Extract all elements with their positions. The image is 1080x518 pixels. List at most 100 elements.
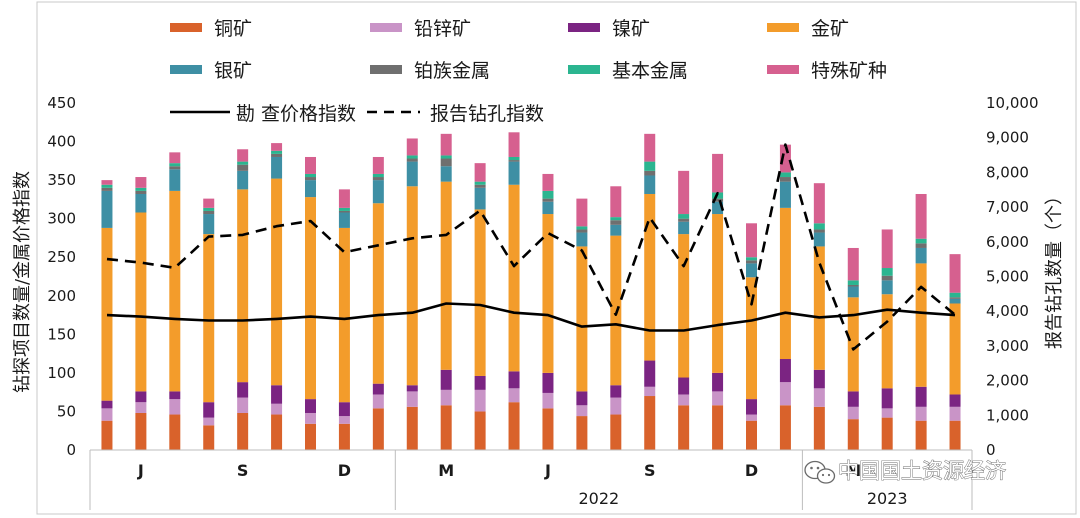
bar-segment-3-14 — [576, 246, 588, 392]
legend-label-6: 基本金属 — [612, 60, 688, 82]
bar-segment-2-23 — [881, 388, 893, 409]
y-right-tick-5: 5,000 — [986, 268, 1029, 286]
bar-segment-3-20 — [779, 207, 791, 360]
bar-segment-4-22 — [847, 286, 859, 298]
bar-segment-1-8 — [372, 394, 384, 409]
y-left-tick-0: 0 — [66, 441, 76, 459]
bar-segment-3-17 — [678, 234, 690, 378]
bar-segment-7-23 — [881, 229, 893, 269]
bar-segment-6-14 — [576, 226, 588, 230]
bar-segment-6-7 — [338, 207, 350, 211]
bar-segment-6-15 — [610, 217, 622, 221]
y-left-tick-3: 150 — [47, 325, 76, 343]
bar-segment-7-15 — [610, 186, 622, 218]
y-left-tick-8: 400 — [47, 133, 76, 151]
bar-segment-3-21 — [813, 246, 825, 370]
bar-segment-5-19 — [746, 260, 757, 264]
bar-segment-3-23 — [881, 294, 893, 389]
bar-segment-3-10 — [440, 181, 452, 370]
legend-label-7: 特殊矿种 — [811, 60, 887, 82]
bar-segment-3-7 — [338, 227, 350, 403]
y-left-axis-title: 钻探项目数量/金属价格指数 — [12, 171, 33, 393]
bar-segment-4-12 — [508, 161, 520, 185]
bar-segment-1-24 — [915, 406, 927, 421]
bar-segment-5-4 — [237, 164, 249, 171]
bar-segment-3-16 — [644, 193, 656, 361]
bar-segment-6-16 — [644, 161, 656, 171]
y-right-axis-title: 报告钻孔数量（个） — [1044, 187, 1065, 349]
bar-segment-1-20 — [779, 382, 791, 406]
bar-segment-7-12 — [508, 132, 520, 157]
legend-swatch-1 — [370, 23, 402, 32]
month-label-2: D — [338, 461, 351, 480]
y-right-tick-7: 7,000 — [986, 198, 1029, 216]
bar-segment-4-20 — [779, 181, 791, 208]
legend-label-1: 铅锌矿 — [414, 18, 471, 40]
bar-segment-0-23 — [881, 417, 893, 450]
legend-swatch-6 — [568, 65, 600, 74]
bar-segment-5-11 — [474, 184, 486, 188]
y-left-tick-9: 450 — [47, 94, 76, 112]
bar-segment-5-7 — [338, 210, 350, 213]
bar-segment-6-12 — [508, 156, 520, 161]
bar-segment-4-2 — [169, 169, 181, 191]
bar-segment-0-15 — [610, 414, 622, 450]
bar-segment-7-11 — [474, 163, 486, 182]
bar-segment-3-11 — [474, 209, 486, 376]
bar-segment-4-11 — [474, 187, 486, 210]
bar-segment-1-18 — [712, 391, 724, 406]
bar-segment-2-20 — [779, 359, 791, 383]
bar-segment-5-25 — [949, 297, 961, 299]
bar-segment-5-18 — [712, 198, 724, 202]
y-right-tick-0: 0 — [986, 441, 996, 459]
bar-segment-6-6 — [305, 173, 316, 178]
bar-segment-1-9 — [406, 391, 418, 407]
month-label-4: J — [544, 461, 551, 480]
bar-segment-2-22 — [847, 391, 859, 407]
bar-segment-4-23 — [881, 280, 893, 295]
legend-swatch-3 — [767, 23, 799, 32]
legend-label-3: 金矿 — [811, 18, 849, 40]
bar-segment-7-24 — [915, 193, 927, 239]
bar-segment-2-11 — [474, 375, 486, 390]
bar-segment-1-1 — [135, 402, 147, 413]
bar-segment-6-2 — [169, 163, 181, 167]
y-right-tick-4: 4,000 — [986, 302, 1029, 320]
bar-segment-6-19 — [746, 257, 757, 261]
bar-segment-1-4 — [237, 397, 249, 413]
bar-segment-2-18 — [712, 372, 724, 392]
watermark: 中国国土资源经济 — [804, 459, 1006, 484]
bar-segment-3-25 — [949, 303, 961, 395]
year-label-1: 2022 — [578, 489, 619, 508]
bar-segment-2-4 — [237, 382, 249, 398]
bar-segment-7-3 — [203, 198, 215, 208]
bar-segment-5-8 — [372, 177, 384, 181]
bar-segment-1-3 — [203, 417, 215, 426]
bar-segment-6-22 — [847, 280, 859, 285]
bar-segment-0-16 — [644, 396, 656, 450]
bar-segment-5-10 — [440, 158, 452, 167]
bar-segment-7-7 — [338, 189, 350, 208]
bar-segment-7-9 — [406, 138, 418, 156]
axes: 0 50 100 150 200 250 300 350 400 450 0 1,000 2,000 3,… — [12, 94, 1065, 459]
bar-segment-5-0 — [101, 187, 113, 191]
bar-segment-7-16 — [644, 133, 656, 162]
bar-segment-7-17 — [678, 170, 690, 215]
month-label-7: M — [845, 461, 861, 480]
bar-segment-0-19 — [746, 420, 757, 450]
bar-segment-0-18 — [712, 405, 724, 450]
bar-segment-0-24 — [915, 420, 927, 450]
bar-segment-6-20 — [779, 172, 791, 178]
bar-segment-7-10 — [440, 133, 452, 156]
y-left-tick-1: 50 — [57, 402, 76, 420]
legend-label-2: 镍矿 — [612, 18, 650, 40]
legend-label-price-index: 勘 查价格指数 — [236, 103, 356, 125]
bar-segment-6-0 — [101, 184, 113, 188]
bar-segment-2-0 — [101, 400, 113, 409]
bar-segment-3-22 — [847, 297, 859, 392]
bar-segment-1-2 — [169, 399, 181, 415]
bar-segment-1-11 — [474, 389, 486, 412]
bar-segment-2-13 — [542, 372, 554, 393]
bar-segment-5-12 — [508, 160, 520, 162]
